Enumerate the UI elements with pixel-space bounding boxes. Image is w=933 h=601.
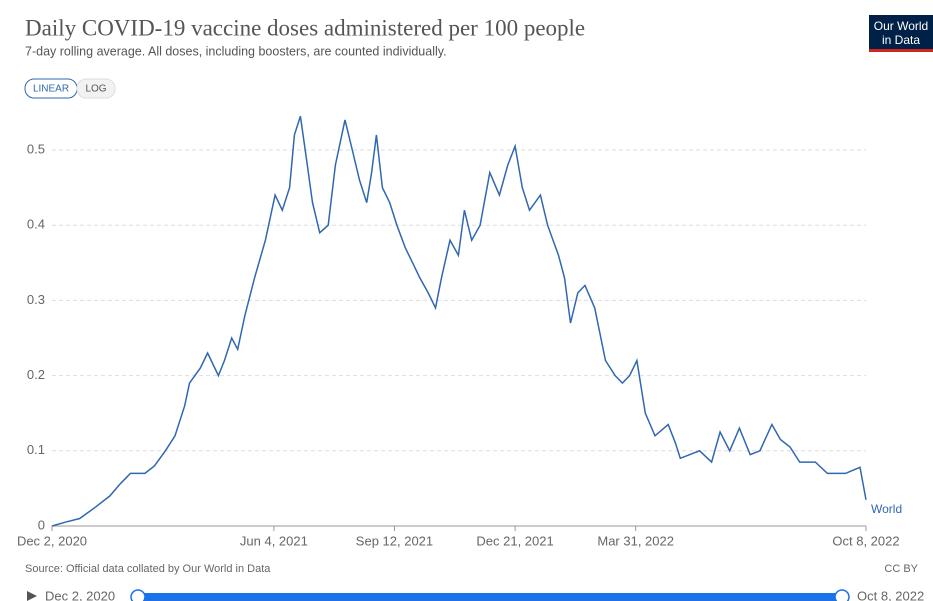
x-tick-label: Dec 21, 2021 [476,533,553,548]
x-tick-label: Dec 2, 2020 [17,533,87,548]
y-tick-label: 0.3 [27,292,45,307]
y-tick-label: 0 [38,517,45,532]
linear-button-label: LINEAR [33,84,69,95]
timeline-start: Dec 2, 2020 [45,588,115,601]
logo-stripe [869,49,933,52]
y-tick-label: 0.4 [27,217,45,232]
timeline-end: Oct 8, 2022 [857,588,924,601]
series-label: World [871,502,902,516]
timeline-bar[interactable] [138,593,842,601]
timeline-handle[interactable] [834,589,850,601]
logo-text: Our World [874,19,928,33]
logo-text: in Data [882,33,920,47]
timeline-handle[interactable] [130,589,146,601]
license: CC BY [884,563,918,575]
chart-title: Daily COVID-19 vaccine doses administere… [25,15,585,40]
y-tick-label: 0.1 [27,442,45,457]
y-tick-label: 0.5 [27,141,45,156]
line [51,115,867,527]
log-button[interactable] [76,78,116,99]
x-tick-label: Mar 31, 2022 [597,533,674,548]
chart-subtitle: 7-day rolling average. All doses, includ… [25,44,447,58]
x-tick-label: Oct 8, 2022 [832,533,899,548]
x-tick-label: Jun 4, 2021 [240,533,308,548]
log-button-label: LOG [85,84,106,95]
source: Source: Official data collated by Our Wo… [25,563,271,575]
play-button[interactable] [27,591,37,601]
x-tick-label: Sep 12, 2021 [356,533,433,548]
y-tick-label: 0.2 [27,367,45,382]
logo-box[interactable] [869,15,933,52]
